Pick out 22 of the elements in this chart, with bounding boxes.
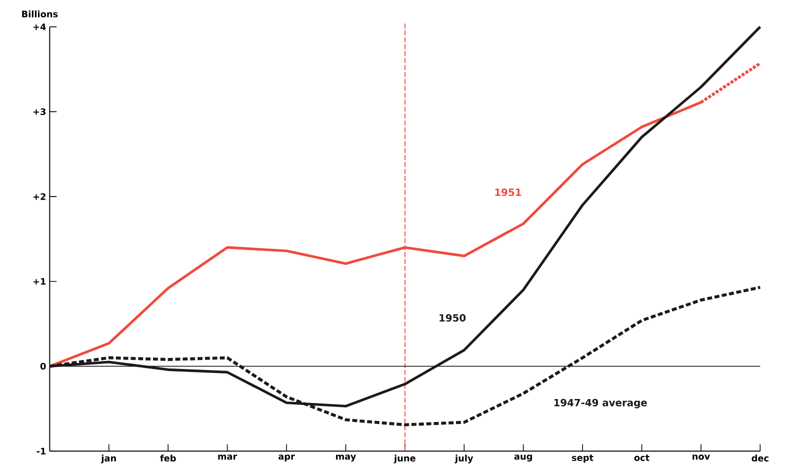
series-label: 1950 [440, 314, 466, 322]
y-tick-label: +2 [33, 193, 46, 200]
text: 1947-49 average [554, 398, 647, 408]
x-tick-label: june [394, 454, 416, 464]
x-tick-label: dec [752, 454, 768, 462]
y-tick-label: -1 [36, 448, 46, 454]
x-tick-label: may [336, 454, 356, 462]
text: 1951 [495, 188, 522, 196]
x-tick-label: sept [572, 454, 594, 463]
x-tick-label: jan [100, 454, 116, 464]
x-tick-label: aug [514, 454, 532, 462]
x-tick-label: apr [278, 454, 295, 462]
x-tick-label: mar [218, 454, 238, 460]
y-tick-label: +4 [33, 24, 46, 30]
y-tick-label: +1 [33, 278, 46, 285]
x-tick-label: oct [634, 454, 650, 461]
x-tick-label: july [454, 454, 474, 464]
x-tick-label: nov [692, 454, 710, 460]
x-tick-label: feb [160, 454, 176, 462]
y-tick-label: 0 [40, 362, 46, 370]
y-tick-label: +3 [33, 108, 46, 116]
y-axis-title: Billions [22, 10, 58, 18]
